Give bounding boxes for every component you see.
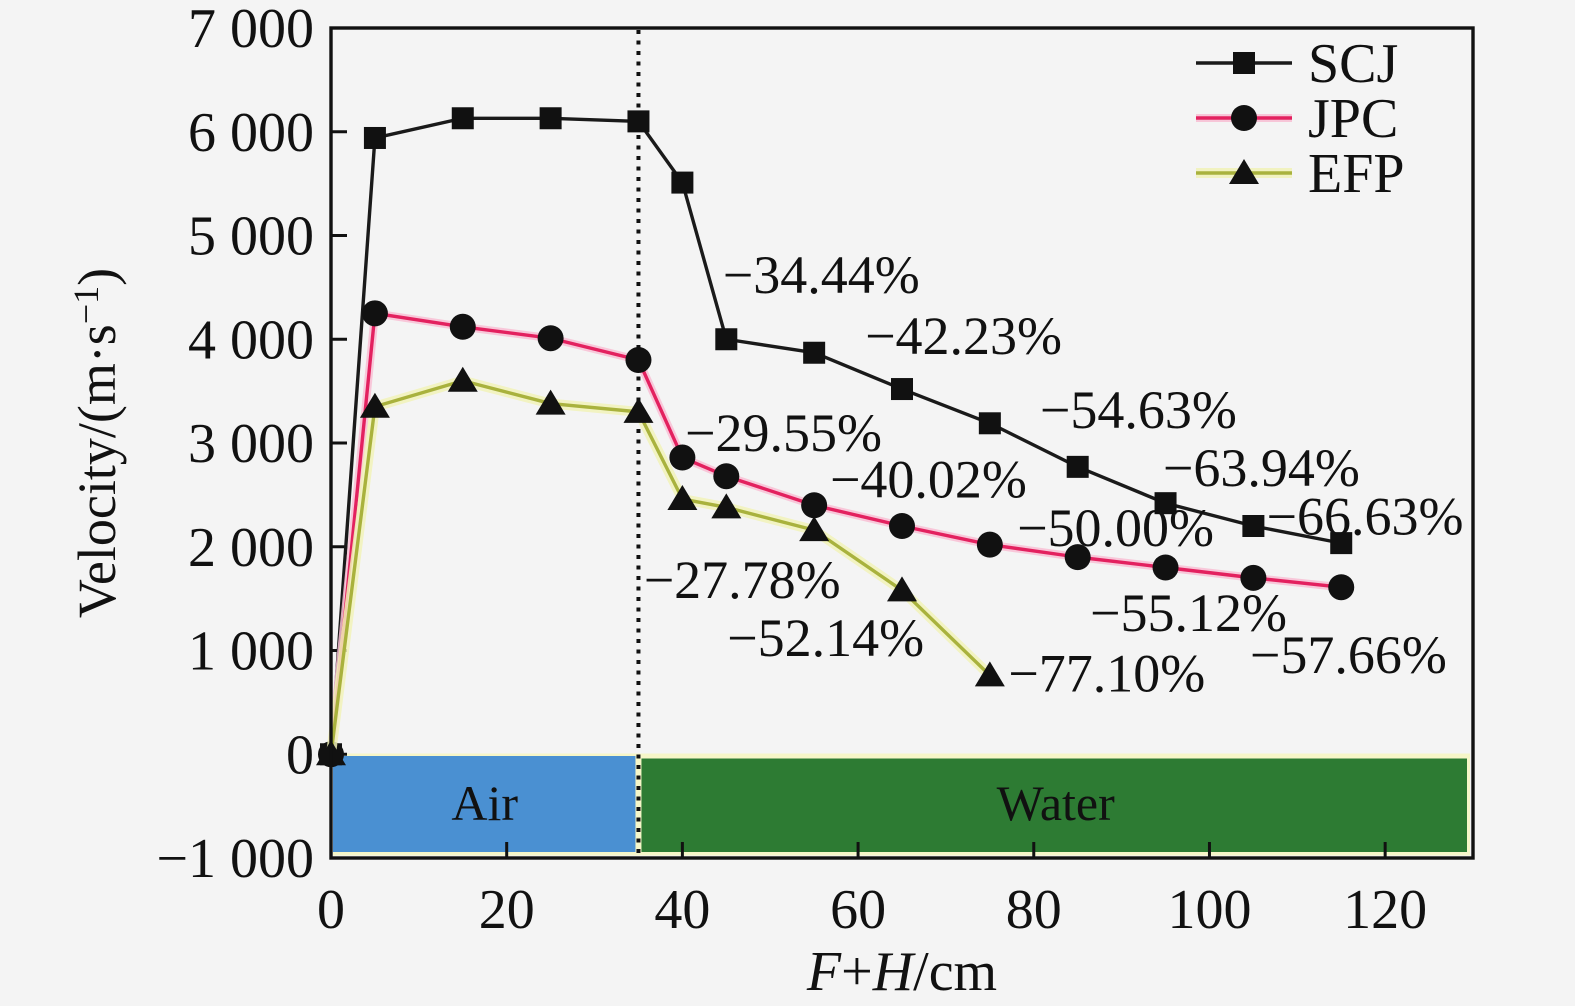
jpc-marker [1240, 564, 1267, 591]
percent-label: −50.00% [1017, 498, 1214, 558]
scj-marker [451, 107, 474, 130]
percent-label: −77.10% [1008, 643, 1205, 703]
water-band-label: Water [997, 775, 1115, 831]
scj-marker [803, 341, 826, 364]
percent-label: −40.02% [830, 449, 1027, 509]
x-tick-label: 40 [654, 879, 710, 941]
jpc-line [329, 311, 1342, 755]
jpc-marker [449, 313, 476, 340]
percent-label: −27.78% [644, 550, 841, 610]
efp-marker [447, 366, 478, 392]
jpc-marker [889, 513, 915, 539]
legend-label: JPC [1308, 88, 1398, 150]
y-axis-title: Velocity/(m·s−1) [66, 268, 127, 618]
x-tick-label: 120 [1343, 879, 1427, 941]
scj-marker [891, 378, 913, 401]
x-tick-label: 80 [1006, 879, 1062, 941]
scj-marker [978, 412, 1001, 435]
legend-item-jpc: JPC [1196, 88, 1398, 150]
efp-marker [974, 661, 1005, 687]
scj-line [329, 116, 1342, 755]
x-tick-label: 60 [830, 879, 886, 941]
percent-label: −54.63% [1040, 380, 1237, 440]
scj-marker [671, 171, 694, 194]
x-axis-title: F+H/cm [806, 941, 997, 1003]
legend-marker-square [1233, 52, 1255, 74]
y-tick-label: 7 000 [188, 0, 314, 60]
jpc-series [318, 300, 1355, 768]
jpc-marker [801, 492, 828, 519]
jpc-marker [1064, 544, 1091, 571]
percent-label: −63.94% [1163, 438, 1360, 498]
air-band [333, 756, 636, 852]
efp-marker [887, 576, 917, 602]
plot-frame [329, 26, 1475, 860]
scj-marker [715, 328, 738, 351]
legend-label: SCJ [1308, 33, 1398, 95]
efp-marker [799, 516, 830, 542]
y-tick-label: 0 [286, 724, 314, 786]
y-tick-label: 6 000 [188, 102, 314, 164]
percent-label: −34.44% [723, 245, 920, 305]
efp-marker [623, 397, 654, 423]
water-band [641, 758, 1467, 852]
y-tick-label: 5 000 [188, 206, 314, 268]
efp-marker [535, 389, 566, 415]
percent-label: −55.12% [1090, 583, 1287, 643]
scj-marker [1066, 455, 1089, 478]
percent-label: −57.66% [1250, 625, 1447, 685]
scj-marker [1242, 515, 1265, 537]
legend-marker-triangle [1229, 159, 1259, 184]
jpc-marker [976, 531, 1003, 558]
efp-marker [711, 493, 742, 519]
jpc-marker [1152, 554, 1179, 581]
x-tick-label: 20 [479, 879, 535, 941]
air-band-label: Air [451, 775, 518, 831]
scj-marker [1330, 532, 1353, 555]
jpc-marker [713, 463, 740, 490]
percent-label: −29.55% [685, 403, 882, 463]
legend-item-scj: SCJ [1196, 33, 1398, 95]
efp-marker [667, 485, 698, 511]
y-tick-label: 2 000 [188, 517, 314, 579]
percent-label: −66.63% [1267, 487, 1464, 547]
legend-item-efp: EFP [1196, 143, 1405, 205]
legend-marker-circle [1231, 105, 1257, 131]
scj-marker [1154, 492, 1177, 515]
jpc-marker [537, 325, 564, 352]
y-tick-label: 3 000 [188, 413, 314, 475]
scj-marker [539, 107, 562, 130]
jpc-marker [669, 444, 696, 471]
jpc-marker [361, 300, 388, 327]
scj-marker [627, 110, 650, 133]
jpc-marker [625, 347, 652, 373]
efp-line [329, 379, 992, 755]
efp-marker [359, 392, 390, 418]
jpc-marker [1328, 574, 1355, 601]
y-tick-label: 1 000 [188, 621, 314, 683]
x-tick-label: 0 [317, 879, 345, 941]
legend-label: EFP [1308, 143, 1405, 205]
x-tick-label: 100 [1167, 879, 1251, 941]
y-tick-label: 4 000 [188, 309, 314, 371]
percent-label: −52.14% [727, 608, 924, 668]
y-tick-label: −1 000 [156, 828, 314, 890]
efp-series [316, 366, 1005, 766]
scj-marker [363, 126, 386, 149]
percent-label: −42.23% [865, 306, 1062, 366]
